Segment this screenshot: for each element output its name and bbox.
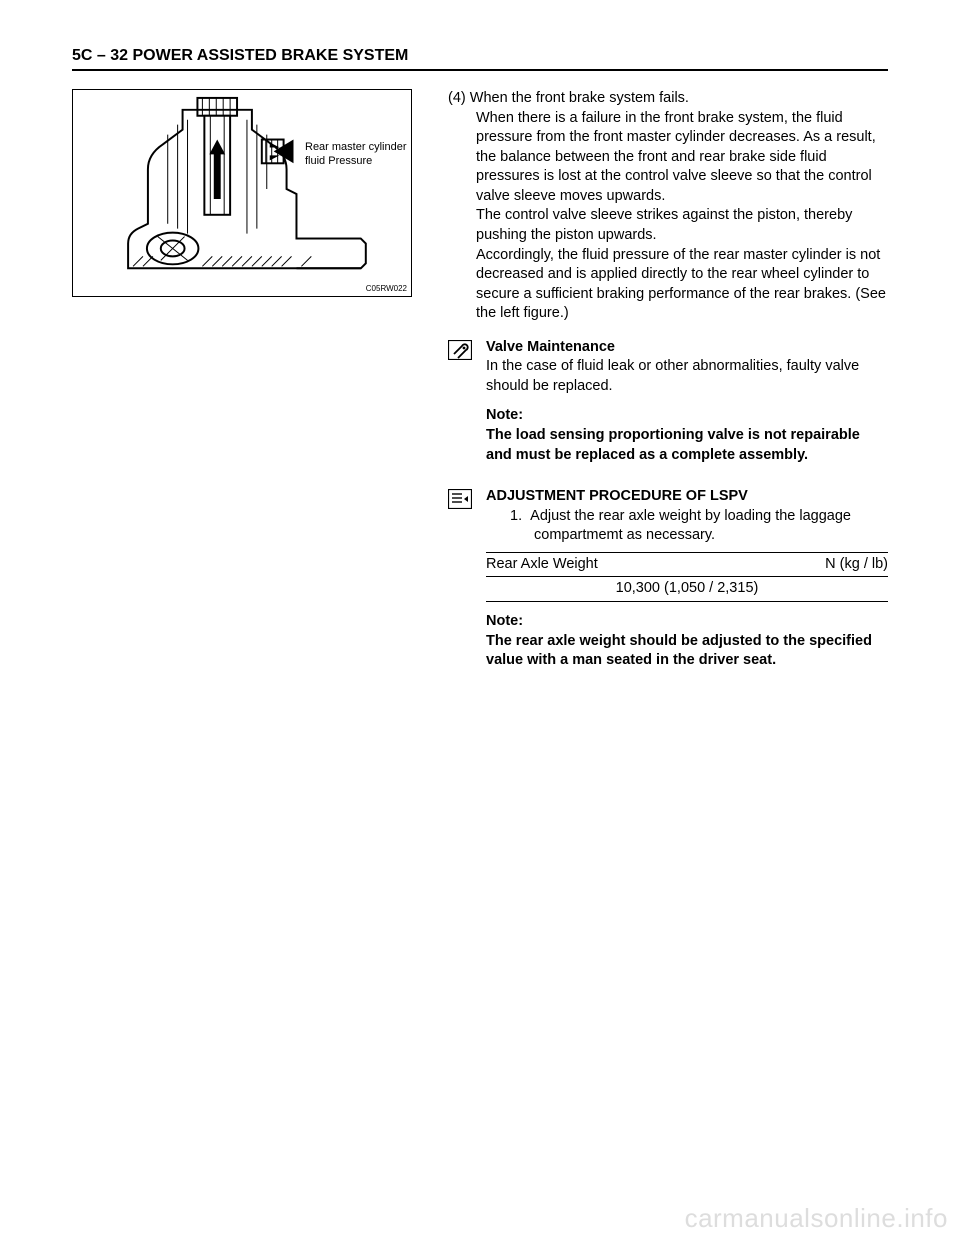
- valve-maintenance-section: Valve Maintenance In the case of fluid l…: [448, 338, 888, 479]
- page-header: 5C – 32 POWER ASSISTED BRAKE SYSTEM: [72, 47, 888, 71]
- list-icon: [448, 487, 474, 685]
- adjust-step-body: Adjust the rear axle weight by loading t…: [530, 508, 851, 544]
- weight-table: Rear Axle Weight N (kg / lb) 10,300 (1,0…: [486, 552, 888, 602]
- figure-caption: Rear master cylinder fluid Pressure: [305, 140, 406, 169]
- watermark: carmanualsonline.info: [685, 1203, 948, 1234]
- item-4: (4) When the front brake system fails. W…: [448, 89, 888, 324]
- figure-caption-line1: Rear master cylinder: [305, 141, 406, 153]
- item-4-p1: When there is a failure in the front bra…: [476, 109, 888, 207]
- adjust-step-num: 1.: [510, 508, 522, 524]
- item-4-p3: Accordingly, the fluid pressure of the r…: [476, 246, 888, 324]
- adjustment-section: ADJUSTMENT PROCEDURE OF LSPV 1. Adjust t…: [448, 487, 888, 685]
- table-header-left: Rear Axle Weight: [486, 555, 598, 575]
- valve-body: In the case of fluid leak or other abnor…: [486, 357, 888, 396]
- item-4-p2: The control valve sleeve strikes against…: [476, 206, 888, 245]
- item-4-num: (4): [448, 90, 466, 106]
- right-column: (4) When the front brake system fails. W…: [448, 89, 888, 685]
- note1-label: Note:: [486, 406, 888, 426]
- table-value: 10,300 (1,050 / 2,315): [616, 579, 759, 599]
- adjust-title: ADJUSTMENT PROCEDURE OF LSPV: [486, 487, 888, 507]
- figure-caption-line2: fluid Pressure: [305, 155, 372, 167]
- valve-diagram: [73, 90, 411, 296]
- figure-label: C05RW022: [366, 284, 407, 293]
- note1-body: The load sensing proportioning valve is …: [486, 426, 888, 465]
- left-column: Rear master cylinder fluid Pressure C05R…: [72, 89, 432, 685]
- valve-title: Valve Maintenance: [486, 338, 888, 358]
- note2-body: The rear axle weight should be adjusted …: [486, 632, 888, 671]
- note2-label: Note:: [486, 612, 888, 632]
- item-4-title: When the front brake system fails.: [470, 90, 689, 106]
- adjust-step-1: 1. Adjust the rear axle weight by loadin…: [486, 507, 888, 546]
- wrench-icon: [448, 338, 474, 479]
- figure: Rear master cylinder fluid Pressure C05R…: [72, 89, 412, 297]
- table-header-right: N (kg / lb): [825, 555, 888, 575]
- content: Rear master cylinder fluid Pressure C05R…: [72, 89, 888, 685]
